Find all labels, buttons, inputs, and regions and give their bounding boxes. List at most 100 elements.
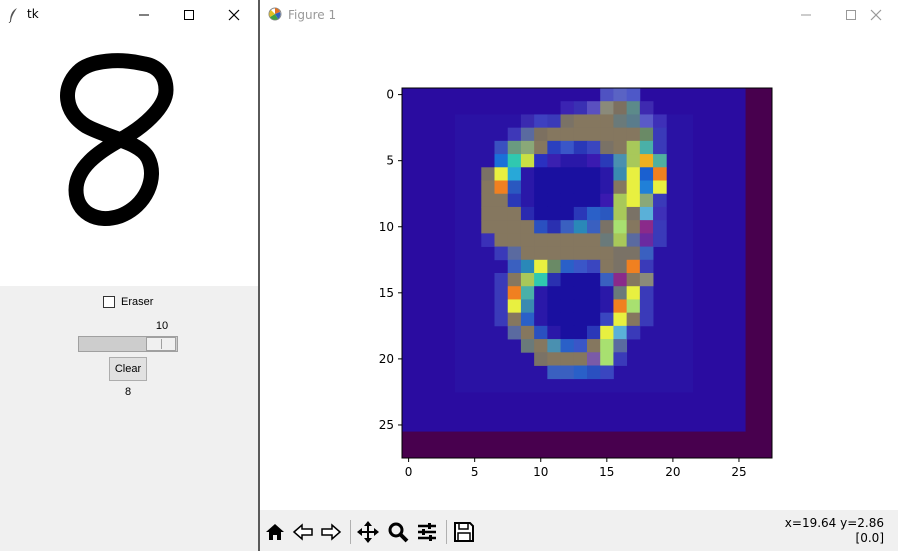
heatmap-cell (507, 273, 522, 287)
x-tick-label: 20 (665, 465, 680, 479)
heatmap-cell (613, 352, 628, 366)
maximize-icon[interactable] (829, 0, 873, 30)
heatmap-cell (547, 220, 561, 234)
back-icon[interactable] (291, 520, 315, 544)
heatmap-cell (573, 220, 588, 234)
heatmap-cell (587, 273, 601, 287)
heatmap-cell (547, 286, 561, 300)
heatmap-cell (534, 246, 548, 261)
home-icon[interactable] (263, 520, 287, 544)
heatmap-cell (600, 127, 614, 142)
heatmap-cell (547, 206, 561, 221)
tk-window: tk Eraser 10 Clear 8 (0, 0, 258, 551)
heatmap-cell (653, 233, 667, 247)
heatmap-cell (534, 220, 548, 234)
slider-thumb[interactable] (146, 337, 176, 351)
heatmap-cell (587, 140, 601, 155)
heatmap-cell (626, 88, 641, 102)
maximize-icon[interactable] (167, 0, 211, 30)
heatmap-cell (573, 114, 588, 129)
save-icon[interactable] (452, 520, 476, 544)
heatmap-cell (573, 206, 588, 221)
heatmap-cell (494, 233, 509, 247)
heatmap-cell (626, 246, 641, 261)
heatmap-cell (547, 140, 561, 155)
heatmap-cell (520, 140, 535, 155)
minimize-icon[interactable] (122, 0, 166, 30)
heatmap-cell (613, 273, 628, 287)
heatmap-cell (639, 273, 654, 287)
heatmap-cell (573, 299, 588, 314)
brush-size-slider[interactable] (78, 336, 178, 352)
close-icon[interactable] (854, 0, 898, 30)
heatmap-cell (587, 339, 601, 353)
y-tick-label: 5 (386, 154, 394, 168)
heatmap-cell (653, 154, 667, 168)
heatmap-cell (573, 273, 588, 287)
figure-title-bar[interactable]: Figure 1 (260, 0, 898, 30)
heatmap-cell (626, 101, 641, 115)
forward-icon[interactable] (319, 520, 343, 544)
heatmap-cell (626, 127, 641, 142)
heatmap-cell (520, 220, 535, 234)
heatmap-cell (639, 167, 654, 181)
heatmap-cell (639, 286, 654, 300)
heatmap-cell (613, 140, 628, 155)
heatmap-cell (534, 206, 548, 221)
zoom-icon[interactable] (386, 520, 410, 544)
heatmap-cell (587, 114, 601, 129)
heatmap-cell (494, 299, 509, 314)
toolbar-separator (446, 520, 447, 544)
heatmap-cell (560, 180, 575, 195)
heatmap-cell (587, 167, 601, 181)
heatmap-cell (560, 286, 575, 300)
figure-window-title: Figure 1 (288, 8, 337, 22)
heatmap-cell (600, 193, 614, 208)
configure-subplots-icon[interactable] (415, 520, 439, 544)
heatmap-cell (547, 233, 561, 247)
heatmap-cell (600, 154, 614, 168)
heatmap-cell (600, 259, 614, 274)
drawing-canvas[interactable] (0, 30, 258, 286)
heatmap-cell (560, 114, 575, 129)
minimize-icon[interactable] (784, 0, 828, 30)
heatmap-cell (613, 220, 628, 234)
heatmap-cell (626, 206, 641, 221)
heatmap-cell (653, 140, 667, 155)
heatmap-cell (626, 286, 641, 300)
heatmap-cell (639, 259, 654, 274)
clear-button[interactable]: Clear (109, 357, 147, 381)
heatmap-cell (639, 312, 654, 327)
heatmap-cell (600, 167, 614, 181)
heatmap-cell (520, 339, 535, 353)
heatmap-cell (639, 154, 654, 168)
heatmap-cell (600, 140, 614, 155)
eraser-checkbox[interactable]: Eraser (103, 294, 153, 309)
heatmap-plot[interactable]: 0 5 10 15 20 25 0 5 10 15 20 25 (260, 30, 898, 510)
tk-title-bar[interactable]: tk (0, 0, 258, 30)
eraser-checkbox-box[interactable] (103, 295, 115, 308)
heatmap-cell (653, 114, 667, 129)
heatmap-cell (587, 352, 601, 366)
tk-window-title: tk (27, 7, 39, 21)
heatmap-border-cell (758, 88, 773, 459)
heatmap-cell (600, 273, 614, 287)
heatmap-cell (613, 206, 628, 221)
axes-frame (401, 87, 773, 459)
pan-icon[interactable] (356, 520, 380, 544)
heatmap-cell (573, 286, 588, 300)
y-tick-label: 20 (379, 352, 394, 366)
heatmap-cell (547, 259, 561, 274)
figure-window: Figure 1 0 5 10 15 20 25 0 5 10 15 20 25 (260, 0, 898, 551)
heatmap-cell (534, 114, 548, 129)
heatmap-cell (520, 259, 535, 274)
heatmap-cell (481, 206, 495, 221)
heatmap-cell (520, 127, 535, 142)
heatmap-cell (573, 140, 588, 155)
heatmap-cell (613, 299, 628, 314)
heatmap-cell (587, 220, 601, 234)
heatmap-cell (613, 325, 628, 340)
heatmap-cell (560, 127, 575, 142)
close-icon[interactable] (212, 0, 256, 30)
heatmap-cell (587, 233, 601, 247)
